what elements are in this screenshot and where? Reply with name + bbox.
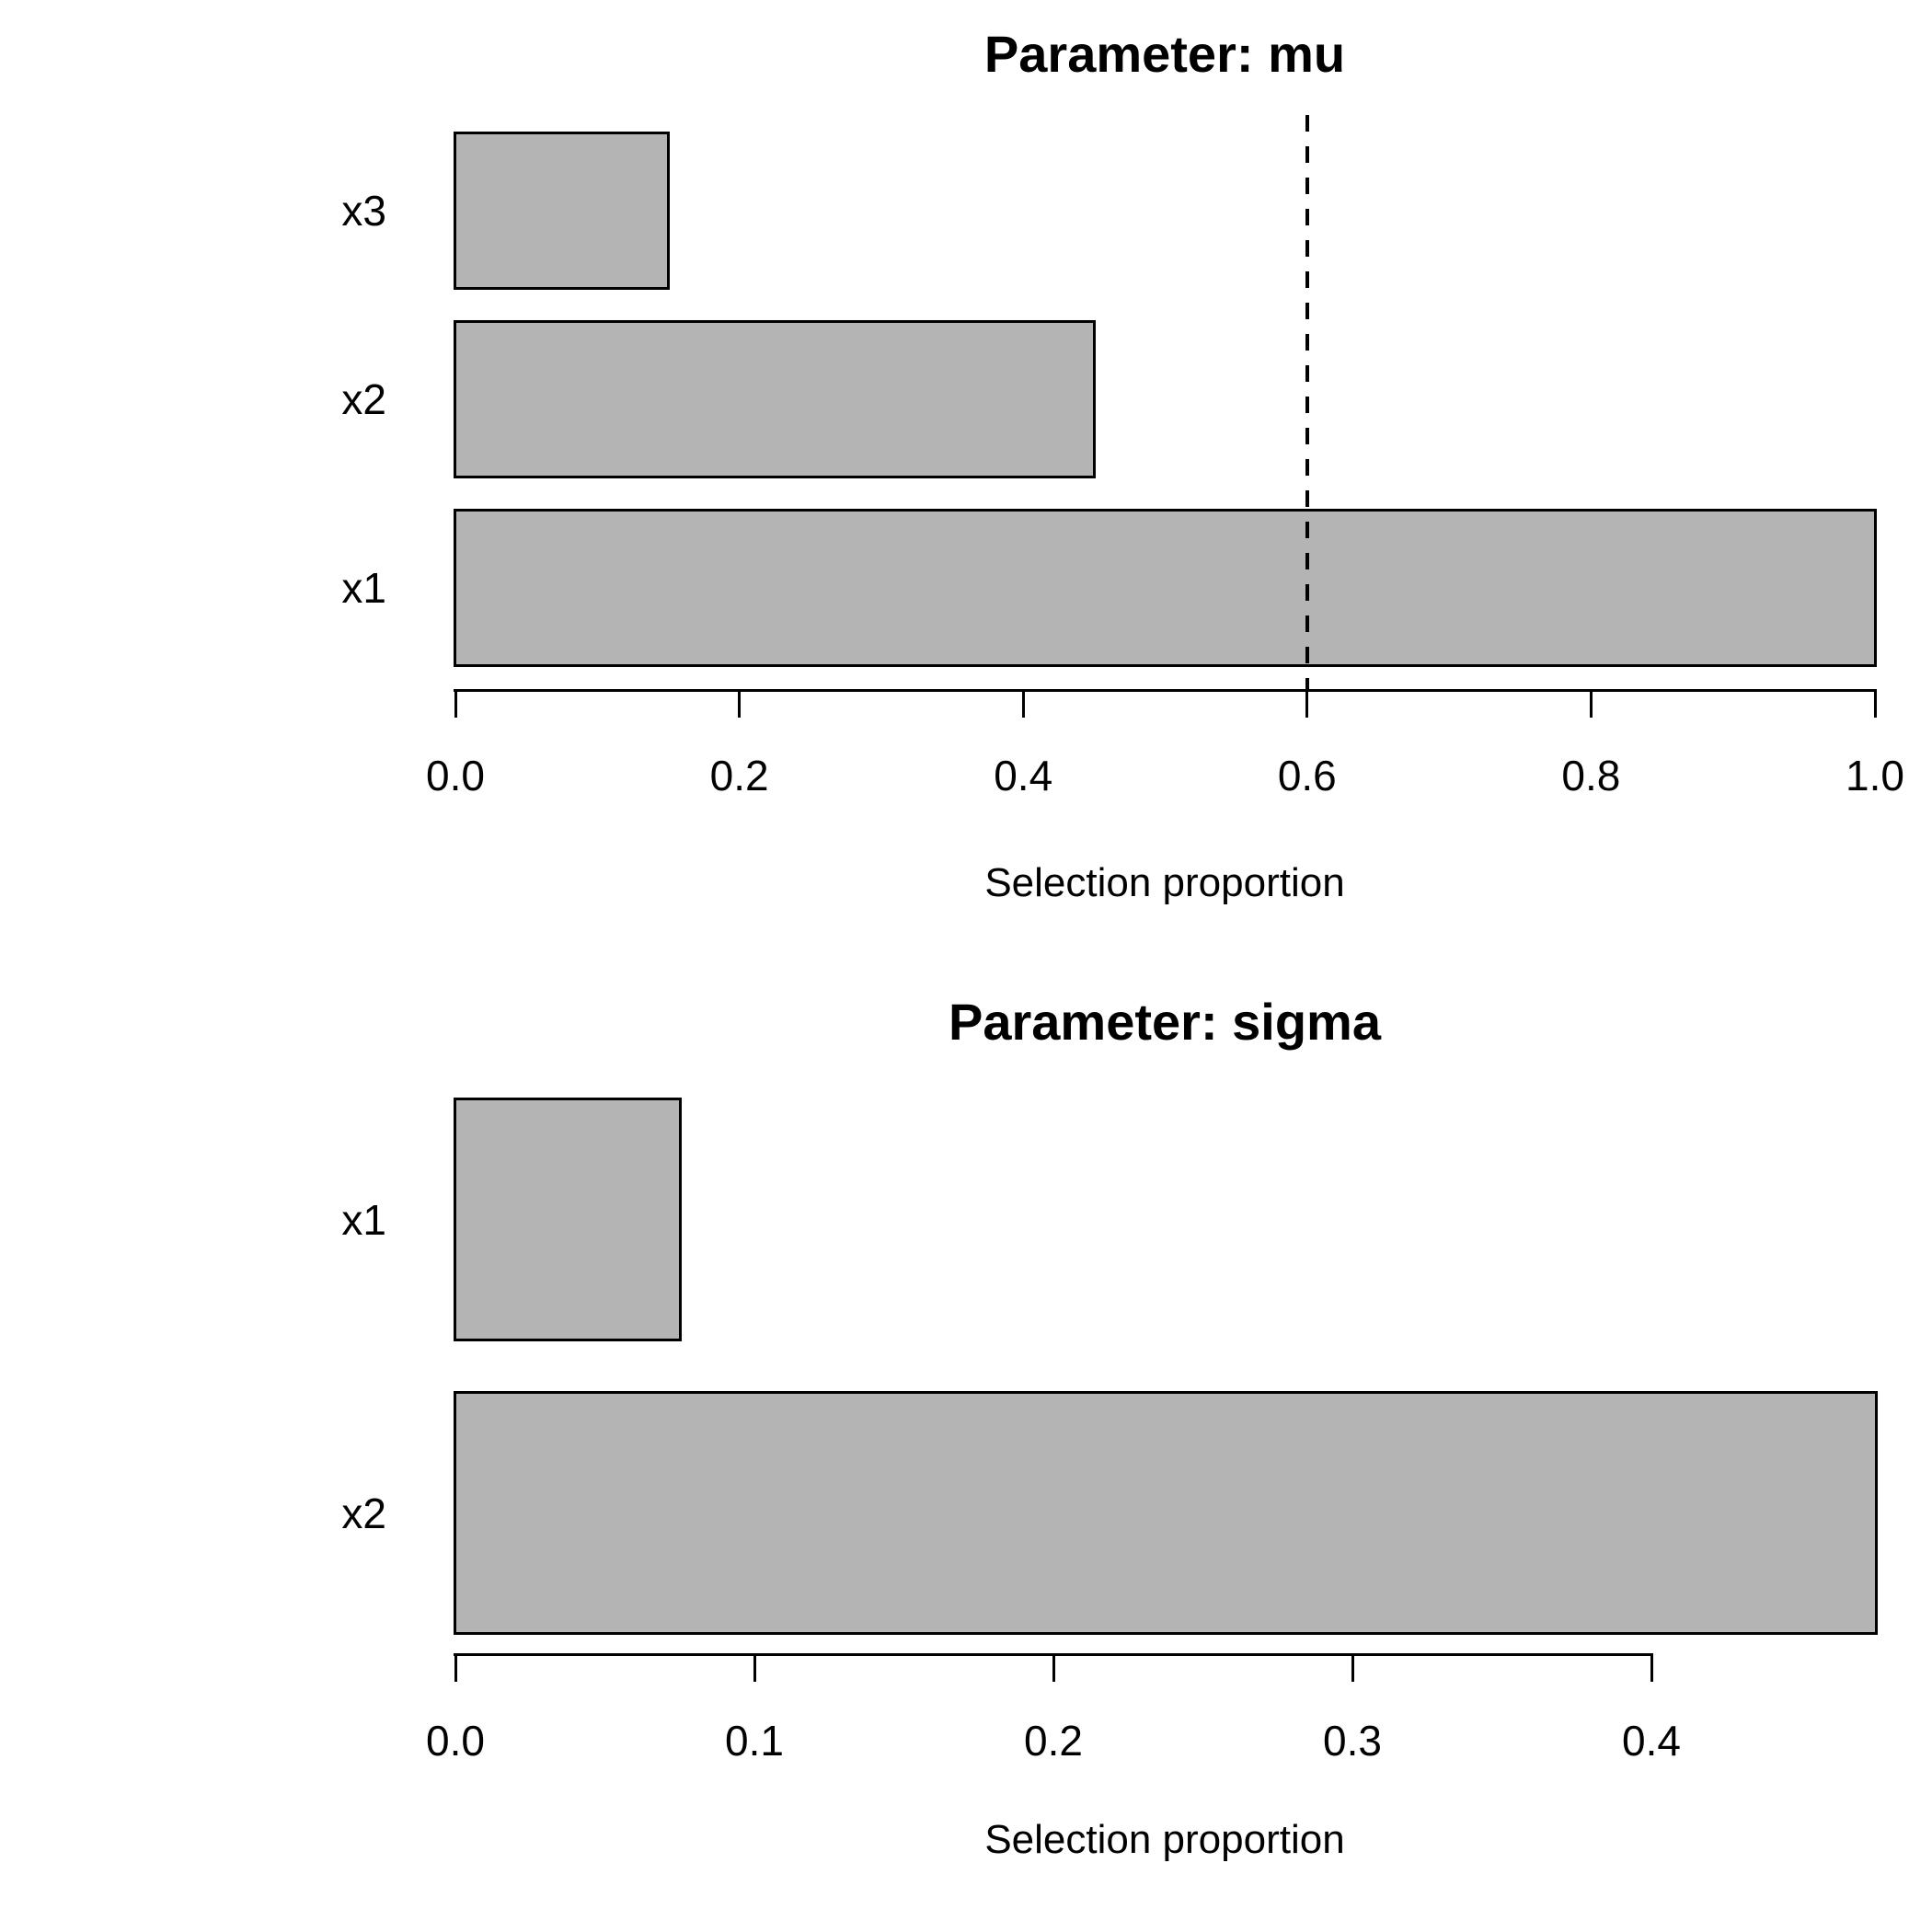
category-label-x2: x2 bbox=[341, 1489, 386, 1537]
x-axis-tick bbox=[454, 690, 457, 718]
bar-x1 bbox=[454, 1098, 682, 1341]
bar-x2 bbox=[454, 320, 1096, 478]
x-axis-tick bbox=[1021, 690, 1025, 718]
x-axis-tick-label: 0.0 bbox=[426, 752, 485, 799]
x-axis-tick-label: 1.0 bbox=[1846, 752, 1904, 799]
x-axis-tick-label: 0.2 bbox=[1024, 1717, 1083, 1765]
x-axis-tick bbox=[1650, 1654, 1653, 1682]
x-axis-tick bbox=[738, 690, 742, 718]
chart-title-sigma: Parameter: sigma bbox=[948, 993, 1381, 1051]
x-axis-tick bbox=[1305, 690, 1309, 718]
x-axis-tick-label: 0.0 bbox=[426, 1717, 485, 1765]
x-axis-tick-label: 0.1 bbox=[725, 1717, 784, 1765]
x-axis-tick bbox=[454, 1654, 457, 1682]
x-axis-tick-label: 0.2 bbox=[709, 752, 769, 799]
bar-x2 bbox=[454, 1391, 1878, 1635]
x-axis-tick bbox=[1351, 1654, 1354, 1682]
x-axis-tick-label: 0.4 bbox=[994, 752, 1053, 799]
bar-x1 bbox=[454, 509, 1877, 667]
x-axis-tick bbox=[1052, 1654, 1055, 1682]
category-label-x3: x3 bbox=[341, 187, 386, 235]
bar-x3 bbox=[454, 132, 670, 290]
x-axis-title-mu: Selection proportion bbox=[984, 860, 1345, 905]
x-axis-tick bbox=[753, 1654, 756, 1682]
category-label-x1: x1 bbox=[341, 564, 386, 612]
x-axis-tick bbox=[1873, 690, 1877, 718]
category-label-x2: x2 bbox=[341, 375, 386, 423]
x-axis-line bbox=[454, 689, 1877, 692]
x-axis-tick bbox=[1589, 690, 1593, 718]
x-axis-tick-label: 0.6 bbox=[1277, 752, 1337, 799]
x-axis-tick-label: 0.3 bbox=[1323, 1717, 1382, 1765]
threshold-line bbox=[1305, 115, 1309, 690]
x-axis-title-sigma: Selection proportion bbox=[984, 1817, 1345, 1862]
x-axis-tick-label: 0.4 bbox=[1622, 1717, 1681, 1765]
x-axis-tick-label: 0.8 bbox=[1561, 752, 1621, 799]
category-label-x1: x1 bbox=[341, 1195, 386, 1244]
chart-title-mu: Parameter: mu bbox=[983, 25, 1346, 83]
